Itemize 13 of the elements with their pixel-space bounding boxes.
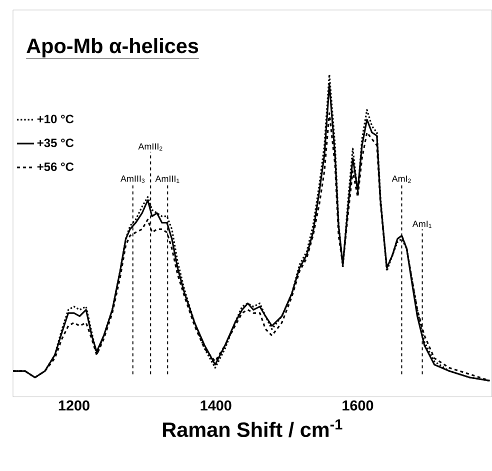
x-tick-label: 1400 xyxy=(200,400,232,411)
ref-line-label: AmIII$_{3}$ xyxy=(120,176,145,183)
ref-line-label: AmI$_{1}$ xyxy=(412,220,432,228)
ref-line-label: AmIII$_{2}$ xyxy=(138,143,162,151)
x-tick-label: 1200 xyxy=(58,400,90,411)
ref-line-label: AmIII$_{1}$ xyxy=(155,176,180,183)
legend-label: +35 °C xyxy=(37,138,74,148)
ref-line-label: AmI$_{2}$ xyxy=(392,176,411,183)
x-tick-label: 1600 xyxy=(342,400,374,411)
chart-title: Apo-Mb α-helices xyxy=(26,38,198,58)
legend-label: +10 °C xyxy=(37,114,74,124)
x-axis-title: Raman Shift / cm$^{-1}$ xyxy=(163,420,342,438)
legend-label: +56 °C xyxy=(37,162,74,172)
